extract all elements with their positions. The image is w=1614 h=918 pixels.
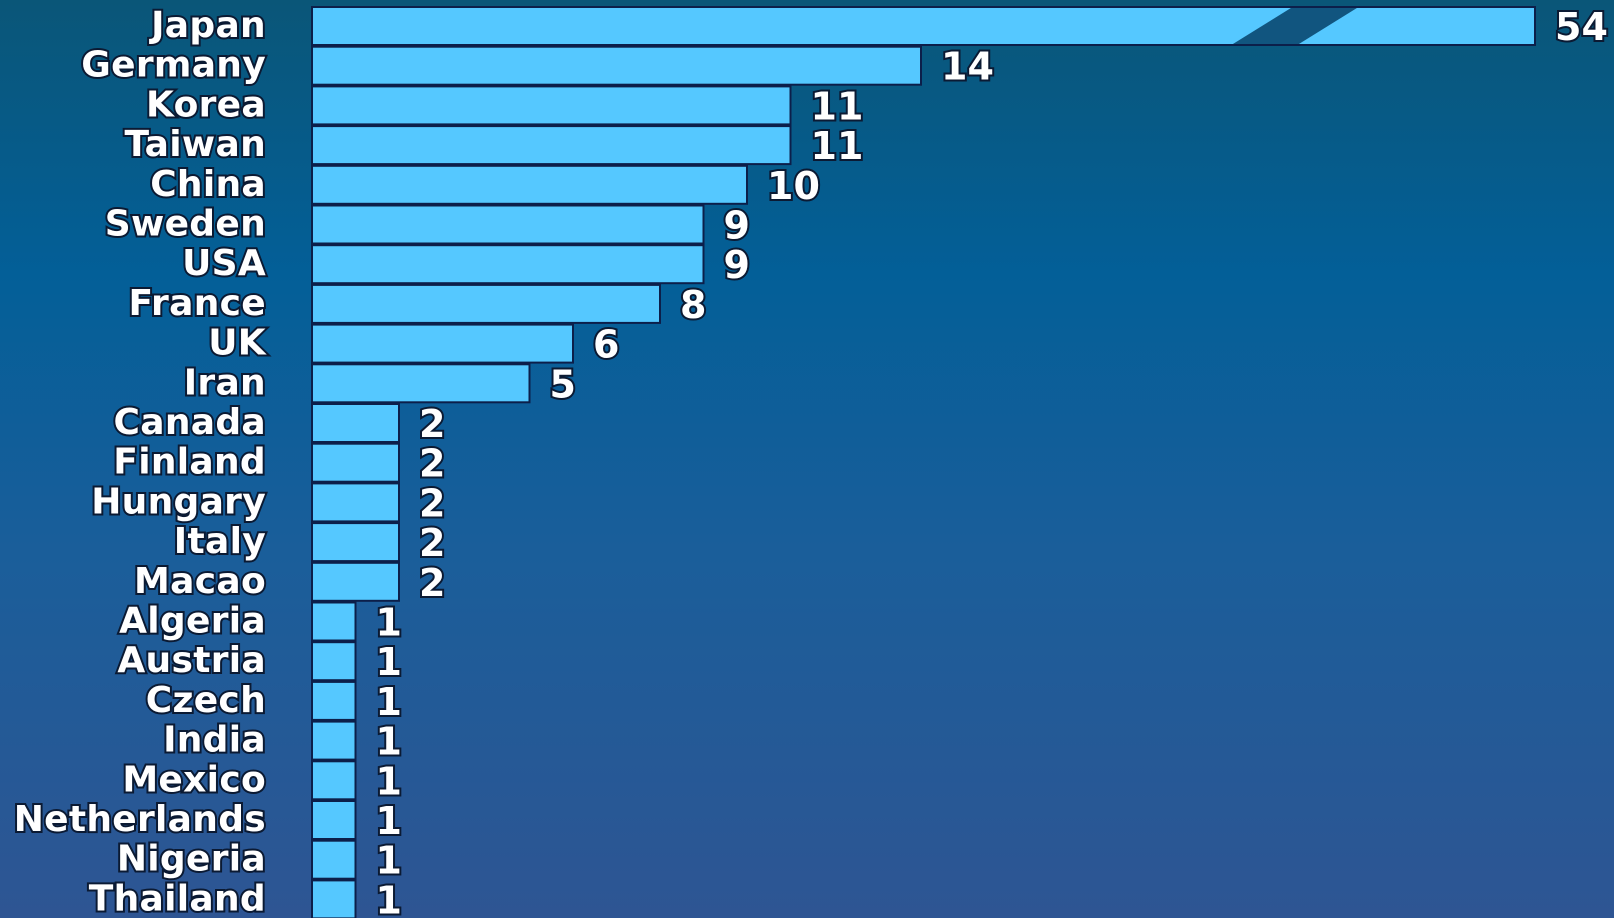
bar-thailand — [311, 879, 357, 918]
bar-czech — [311, 680, 357, 721]
category-label-canada: Canada — [114, 402, 267, 443]
category-label-algeria: Algeria — [119, 601, 266, 642]
value-label-italy: 2 — [419, 521, 445, 565]
category-label-usa: USA — [182, 243, 266, 284]
value-label-czech: 1 — [376, 680, 402, 724]
bar-italy — [311, 522, 400, 563]
category-label-austria: Austria — [117, 640, 266, 681]
bar-algeria — [311, 601, 357, 642]
value-label-finland: 2 — [419, 442, 445, 486]
value-label-france: 8 — [680, 283, 706, 327]
value-label-japan: 54 — [1555, 5, 1608, 49]
bar-japan — [311, 6, 1536, 46]
bar-usa — [311, 244, 705, 285]
category-label-finland: Finland — [113, 442, 266, 483]
bar-germany — [311, 45, 922, 86]
category-label-sweden: Sweden — [105, 204, 266, 245]
value-label-austria: 1 — [376, 640, 402, 684]
category-label-thailand: Thailand — [89, 878, 266, 918]
bar-mexico — [311, 760, 357, 801]
bar-netherlands — [311, 800, 357, 840]
category-label-macao: Macao — [134, 561, 266, 602]
value-label-algeria: 1 — [376, 601, 402, 645]
value-label-thailand: 1 — [376, 878, 402, 918]
bar-austria — [311, 641, 357, 682]
category-label-mexico: Mexico — [122, 759, 266, 800]
bar-taiwan — [311, 125, 792, 166]
category-label-taiwan: Taiwan — [124, 124, 266, 165]
value-label-germany: 14 — [941, 45, 994, 89]
category-label-hungary: Hungary — [91, 481, 266, 522]
value-label-taiwan: 11 — [811, 124, 864, 168]
value-label-iran: 5 — [550, 362, 576, 406]
value-label-hungary: 2 — [419, 481, 445, 525]
category-label-czech: Czech — [146, 680, 266, 721]
bar-canada — [311, 403, 400, 443]
value-label-korea: 11 — [811, 84, 864, 128]
bar-iran — [311, 363, 531, 404]
bar-china — [311, 164, 748, 205]
value-label-india: 1 — [376, 720, 402, 764]
bar-nigeria — [311, 839, 357, 880]
category-label-iran: Iran — [184, 362, 266, 403]
category-label-uk: UK — [208, 323, 267, 364]
value-label-mexico: 1 — [376, 759, 402, 803]
category-label-france: France — [128, 283, 266, 324]
bar-india — [311, 720, 357, 761]
value-label-sweden: 9 — [724, 204, 750, 248]
category-label-korea: Korea — [146, 84, 266, 125]
value-label-china: 10 — [767, 164, 820, 208]
bar-uk — [311, 323, 574, 364]
value-label-canada: 2 — [419, 402, 445, 446]
category-label-germany: Germany — [81, 45, 266, 86]
bar-finland — [311, 442, 400, 483]
value-label-netherlands: 1 — [376, 799, 402, 843]
category-label-china: China — [150, 164, 266, 205]
category-label-netherlands: Netherlands — [14, 799, 266, 840]
category-label-nigeria: Nigeria — [117, 839, 266, 880]
category-label-italy: Italy — [174, 521, 266, 562]
bar-sweden — [311, 204, 705, 245]
bar-macao — [311, 561, 400, 602]
category-label-india: India — [163, 720, 266, 761]
bar-hungary — [311, 482, 400, 523]
value-label-uk: 6 — [593, 323, 619, 367]
category-label-japan: Japan — [148, 5, 266, 46]
bar-france — [311, 283, 661, 324]
value-label-usa: 9 — [724, 243, 750, 287]
value-label-nigeria: 1 — [376, 839, 402, 883]
value-label-macao: 2 — [419, 561, 445, 605]
axis-break-mark — [1232, 8, 1357, 44]
bar-korea — [311, 85, 792, 126]
